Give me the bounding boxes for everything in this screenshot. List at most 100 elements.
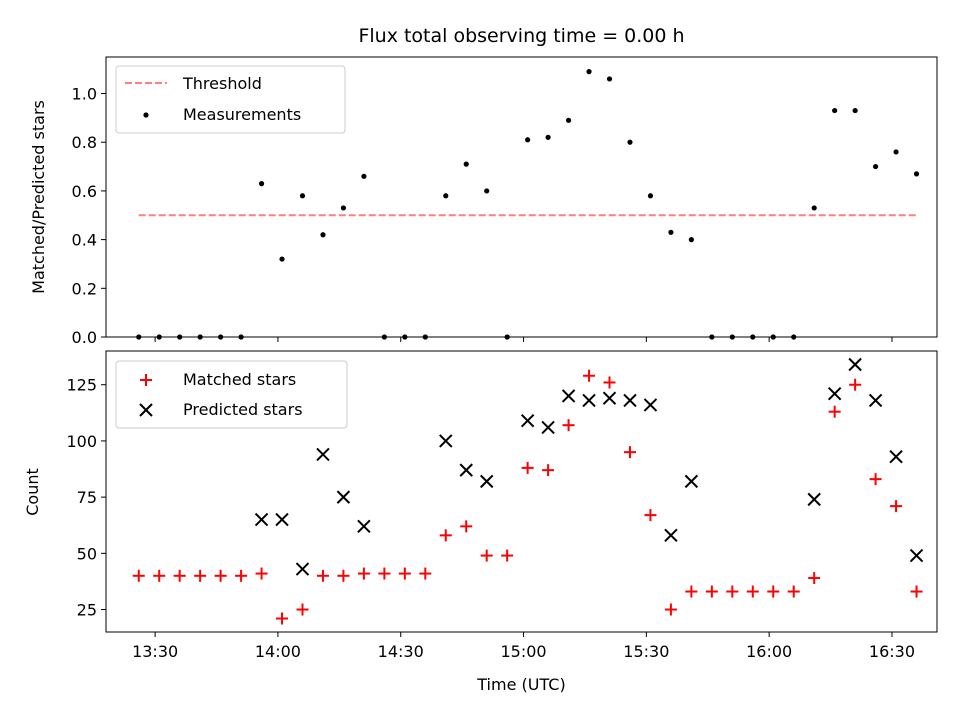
matched-star-point [767,585,780,598]
matched-star-point [890,500,903,513]
matched-star-point [132,569,145,582]
measurement-point [484,188,490,194]
x-tick-label: 14:30 [378,642,424,661]
y-tick-label: 75 [77,488,97,507]
predicted-star-point [807,492,821,507]
measurement-point [606,76,613,82]
matched-star-point [787,585,800,598]
predicted-star-point [316,447,330,462]
bottom-legend-frame [115,360,348,429]
matched-star-point [153,569,166,582]
matched-star-point [664,603,677,616]
measurement-point [893,149,899,155]
measurement-point [279,256,285,262]
matched-star-point [173,569,186,582]
top-axes-frame [105,56,938,338]
bottom-plot-area [132,357,924,625]
predicted-star-point [643,398,658,412]
matched-star-point [316,569,329,582]
matched-star-point [603,376,616,389]
predicted-star-point [561,389,576,403]
predicted-star-point [479,474,494,489]
predicted-star-point [848,357,862,372]
matched-star-point [685,585,698,598]
matched-star-point [623,446,636,459]
predicted-star-point [664,528,678,543]
y-tick-label: 0.4 [72,231,97,250]
top-x-ticks [154,337,893,342]
measurement-point [525,137,531,143]
bottom-legend: Matched stars Predicted stars [115,360,348,429]
matched-star-point [808,572,821,585]
legend-predicted-label: Predicted stars [183,400,303,419]
predicted-star-point [868,393,883,408]
matched-star-point [726,585,739,598]
x-tick-label: 15:30 [623,642,669,661]
x-tick-label: 13:30 [132,642,178,661]
predicted-star-point [909,548,924,563]
measurement-point [299,193,306,199]
legend-matched-swatch [140,374,152,386]
y-tick-label: 25 [77,601,97,620]
matched-star-point [214,569,227,582]
measurement-point [627,139,633,145]
measurement-point [545,134,551,140]
matched-star-point [194,569,207,582]
top-chart-title: Flux total observing time = 0.00 h [358,25,684,47]
measurement-point [811,205,817,211]
measurement-point [688,237,694,243]
measurement-point [647,193,654,199]
legend-predicted-swatch [139,403,153,417]
matched-star-point [480,549,493,562]
y-tick-label: 0.2 [72,279,97,298]
matched-star-point [583,369,596,382]
predicted-star-point [520,413,535,428]
top-axes: Flux total observing time = 0.00 h 0.00.… [29,25,938,347]
predicted-star-point [582,393,596,408]
matched-star-point [501,549,514,562]
predicted-star-point [602,391,617,405]
measurement-point [872,163,879,170]
y-tick-label: 0.6 [72,182,97,201]
matched-star-point [235,569,248,582]
matched-star-point [705,585,718,598]
top-legend-frame [115,65,346,134]
matched-star-point [869,473,882,486]
x-tick-label: 16:00 [746,642,792,661]
matched-star-point [521,461,534,474]
measurement-point [586,69,592,75]
bottom-axes: 25 50 75 100 125 13:30 14:00 14:30 15:00 15:30 16… [23,350,938,694]
matched-star-point [337,569,350,582]
measurement-point [463,161,469,167]
matched-star-point [419,567,432,580]
predicted-star-point [459,463,473,477]
predicted-star-point [336,490,351,504]
bottom-x-ticks: 13:30 14:00 14:30 15:00 15:30 16:00 16:30 [132,632,915,661]
measurement-point [832,107,838,114]
matched-star-point [542,464,555,477]
y-tick-label: 1.0 [72,85,97,104]
measurement-point [361,173,367,179]
y-tick-label: 125 [66,376,97,395]
measurement-point [565,117,572,123]
matched-star-point [562,419,575,432]
y-tick-label: 50 [77,544,97,563]
predicted-star-point [275,512,289,527]
predicted-star-point [889,449,903,464]
legend-matched-label: Matched stars [183,370,296,389]
predicted-star-point [295,562,310,576]
matched-star-point [357,567,370,580]
matched-star-point [296,603,309,616]
matched-star-point [644,509,657,522]
measurement-point [443,193,449,199]
measurement-point [340,205,347,211]
measurement-point [913,171,920,177]
top-plot-area [136,69,920,340]
matched-star-point [460,520,473,533]
matched-star-point [910,585,923,598]
y-tick-label: 0.8 [72,133,97,152]
predicted-star-point [541,420,555,435]
predicted-star-point [439,434,453,448]
predicted-star-point [357,519,371,534]
